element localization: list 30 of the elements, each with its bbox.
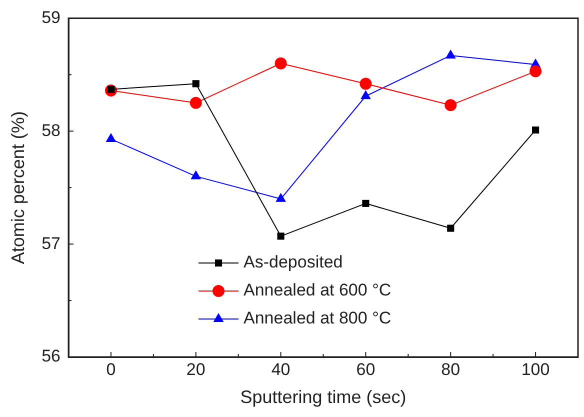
point [190, 96, 202, 109]
legend-label: Annealed at 800 °C [244, 308, 392, 328]
y-tick-label: 56 [42, 346, 61, 366]
x-tick-label: 20 [186, 360, 206, 379]
point [447, 224, 454, 232]
point [192, 80, 200, 88]
point [444, 99, 457, 112]
x-tick-label: 0 [106, 360, 116, 379]
x-tick-label: 100 [521, 360, 550, 379]
y-tick-label: 57 [42, 234, 61, 253]
x-tick-label: 80 [441, 360, 460, 379]
point [530, 65, 542, 78]
point [106, 133, 116, 142]
point [274, 57, 287, 70]
y-tick-label: 58 [42, 120, 61, 140]
y-tick-label: 59 [42, 8, 61, 27]
point [276, 192, 286, 202]
x-axis-title: Sputtering time (sec) [240, 387, 406, 408]
point [190, 170, 202, 180]
point [445, 49, 456, 58]
point [362, 200, 370, 207]
legend-label: Annealed at 600 °C [244, 280, 392, 300]
x-tick-label: 60 [356, 360, 376, 379]
point [360, 90, 371, 100]
y-axis-title: Atomic percent (%) [8, 111, 28, 264]
point [360, 78, 372, 90]
point [277, 232, 284, 240]
legend-label: As-deposited [244, 252, 343, 272]
x-tick-label: 40 [271, 360, 290, 379]
point [532, 126, 540, 134]
